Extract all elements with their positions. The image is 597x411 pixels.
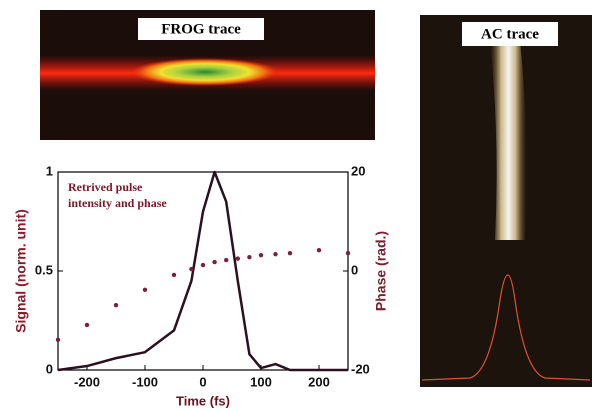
- phase-point: [317, 248, 321, 252]
- phase-point: [247, 255, 251, 259]
- y-tick-label: 0.5: [35, 262, 53, 277]
- x-axis-label: Time (fs): [176, 393, 230, 408]
- y-axis-label: Signal (norm. unit): [13, 209, 29, 333]
- phase-point: [236, 256, 240, 260]
- x-tick-label: -100: [132, 374, 158, 389]
- figure: FROG trace AC trace -200-100010020000.51…: [0, 0, 597, 411]
- phase-point: [114, 303, 118, 307]
- y-tick-label: 0: [46, 361, 53, 376]
- phase-point: [143, 288, 147, 292]
- phase-point: [346, 251, 350, 255]
- y2-axis-label: Phase (rad.): [373, 231, 389, 311]
- ac-image: AC trace: [420, 15, 592, 387]
- x-tick-label: -200: [74, 374, 100, 389]
- annotation: intensity and phase: [68, 196, 167, 210]
- y2-tick-label: 20: [351, 163, 365, 178]
- x-tick-label: 200: [308, 374, 330, 389]
- x-tick-label: 100: [250, 374, 272, 389]
- phase-point: [288, 251, 292, 255]
- phase-point: [273, 252, 277, 256]
- frog-image: FROG trace: [40, 10, 375, 140]
- phase-point: [212, 260, 216, 264]
- phase-point: [172, 273, 176, 277]
- phase-point: [224, 258, 228, 262]
- phase-point: [56, 338, 60, 342]
- y2-tick-label: 0: [351, 262, 358, 277]
- y-tick-label: 1: [46, 163, 53, 178]
- x-tick-label: 0: [199, 374, 206, 389]
- phase-point: [259, 253, 263, 257]
- ac-title: AC trace: [481, 26, 539, 42]
- phase-point: [201, 263, 205, 267]
- phase-point: [85, 323, 89, 327]
- frog-title: FROG trace: [161, 21, 241, 37]
- phase-point: [189, 267, 193, 271]
- y2-tick-label: -20: [351, 361, 370, 376]
- annotation: Retrived pulse: [68, 180, 143, 194]
